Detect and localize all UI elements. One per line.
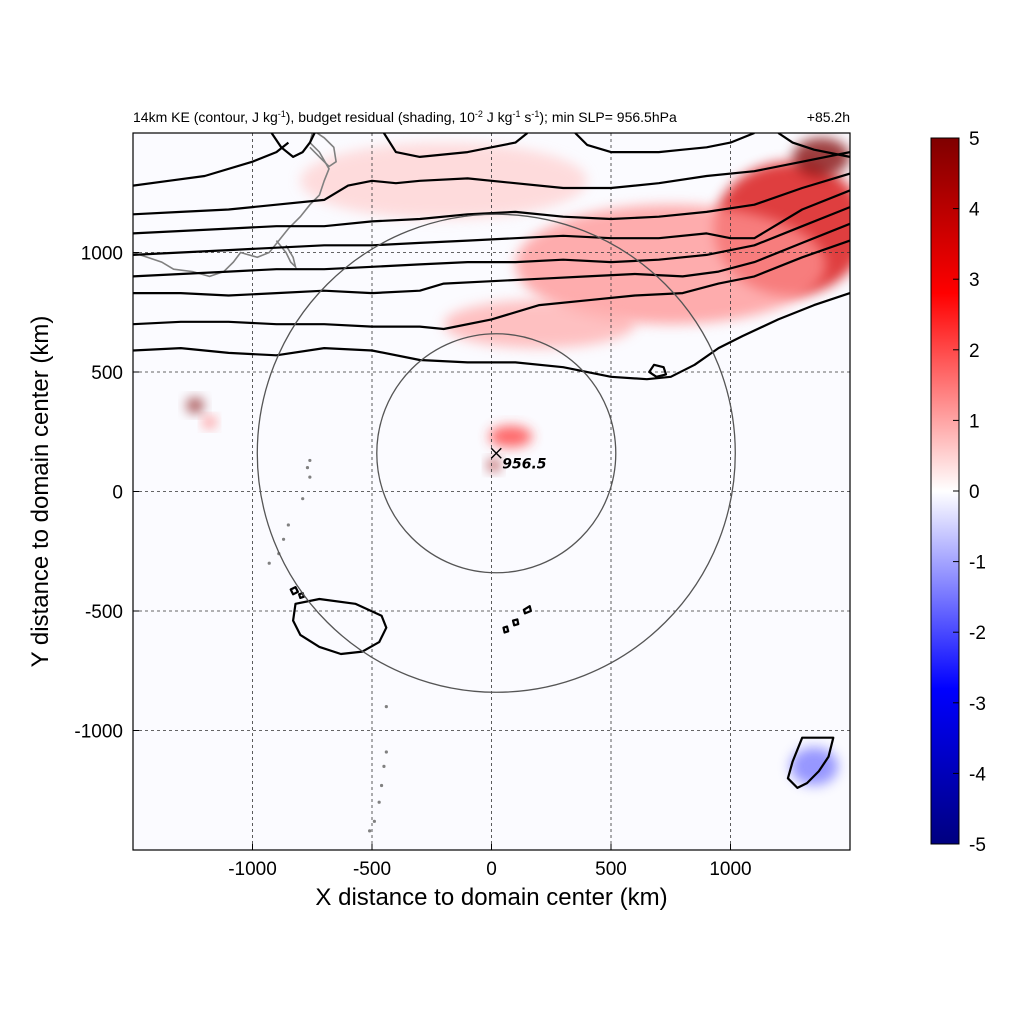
min-slp-label: 956.5 bbox=[502, 456, 547, 472]
time-label: +85.2h bbox=[807, 109, 850, 125]
ke-contours bbox=[133, 133, 850, 789]
coastline bbox=[133, 133, 330, 278]
ke-contour-closed bbox=[502, 625, 510, 634]
island-dot bbox=[382, 764, 386, 768]
x-axis: -1000 -500 0 500 1000 bbox=[228, 844, 752, 880]
colorbar-tick-label: 4 bbox=[969, 200, 980, 221]
y-axis: -1000 -500 0 500 1000 bbox=[74, 244, 139, 743]
x-tick-label: 1000 bbox=[709, 859, 751, 880]
ke-contour-closed bbox=[511, 618, 520, 627]
colorbar-tick-label: 1 bbox=[969, 411, 980, 432]
shading-blob bbox=[489, 425, 533, 448]
shading-blob bbox=[443, 300, 635, 349]
island-dot bbox=[372, 819, 376, 823]
range-circle bbox=[256, 213, 736, 693]
island-dot bbox=[267, 561, 271, 565]
colorbar-tick-label: 3 bbox=[969, 270, 980, 291]
island-dot bbox=[368, 829, 372, 833]
ke-contour bbox=[133, 206, 850, 278]
ke-contour-closed bbox=[648, 363, 668, 378]
plot-area: 956.5 bbox=[132, 132, 851, 851]
range-circle bbox=[376, 333, 617, 574]
coastline bbox=[309, 133, 337, 168]
x-tick-label: 500 bbox=[595, 859, 627, 880]
x-tick-label: 0 bbox=[486, 859, 497, 880]
colorbar-tick-label: -2 bbox=[969, 623, 986, 644]
x-tick-label: -1000 bbox=[228, 859, 277, 880]
shading-blob bbox=[487, 459, 500, 472]
island-dot bbox=[281, 537, 286, 541]
ke-contour bbox=[133, 222, 850, 297]
center-marker: 956.5 bbox=[490, 447, 547, 472]
center-x-mark bbox=[490, 447, 502, 459]
island-dot bbox=[305, 466, 310, 470]
y-tick-label: 1000 bbox=[81, 244, 123, 265]
colorbar-tick-label: 5 bbox=[969, 129, 980, 150]
ke-contour bbox=[133, 151, 850, 216]
x-axis-label: X distance to domain center (km) bbox=[315, 884, 667, 911]
ke-contour-closed bbox=[289, 586, 299, 596]
ke-contour bbox=[133, 292, 850, 381]
y-tick-label: 0 bbox=[112, 483, 123, 504]
island-dot bbox=[384, 705, 388, 709]
ke-contour bbox=[574, 133, 755, 154]
ke-contour bbox=[133, 141, 290, 187]
colorbar-tick-label: -4 bbox=[969, 764, 986, 785]
island-dot bbox=[384, 750, 388, 754]
island-dot bbox=[308, 475, 312, 479]
ke-contour bbox=[133, 189, 850, 256]
coastline bbox=[275, 240, 297, 270]
island-dot bbox=[377, 800, 381, 804]
colorbar-tick-label: -3 bbox=[969, 694, 986, 715]
island-dot bbox=[308, 458, 312, 463]
island-dot bbox=[379, 783, 384, 788]
x-tick-label: -500 bbox=[353, 859, 391, 880]
y-tick-label: -1000 bbox=[74, 722, 123, 743]
range-circles bbox=[256, 213, 736, 693]
colorbar-ticks: 5 4 3 2 1 0 -1 -2 -3 -4 -5 bbox=[953, 129, 986, 856]
shading-blob bbox=[203, 416, 216, 428]
ke-contour-closed bbox=[292, 597, 388, 656]
chart-title: 14km KE (contour, J kg-1), budget residu… bbox=[133, 109, 677, 125]
colorbar-tick-label: -1 bbox=[969, 553, 986, 574]
island-dot bbox=[301, 497, 305, 501]
colorbar-tick-label: 2 bbox=[969, 341, 980, 362]
colorbar: 5 4 3 2 1 0 -1 -2 -3 -4 -5 bbox=[930, 129, 986, 856]
ke-contour-closed bbox=[298, 592, 305, 599]
island-dot bbox=[286, 523, 290, 527]
ke-contour bbox=[133, 239, 850, 331]
shading-blob bbox=[186, 398, 204, 413]
ke-contour-closed bbox=[786, 736, 835, 789]
ke-contour bbox=[382, 133, 529, 158]
y-tick-label: -500 bbox=[85, 602, 123, 623]
y-axis-label: Y distance to domain center (km) bbox=[27, 316, 54, 668]
y-tick-label: 500 bbox=[91, 363, 123, 384]
ke-contour bbox=[777, 133, 850, 158]
ke-contour bbox=[270, 133, 316, 158]
ke-contour bbox=[133, 172, 850, 235]
ke-contour-closed bbox=[522, 605, 532, 615]
shading-blob bbox=[790, 747, 839, 786]
colorbar-tick-label: -5 bbox=[969, 835, 986, 856]
coastlines bbox=[133, 133, 388, 833]
colorbar-tick-label: 0 bbox=[969, 482, 980, 503]
